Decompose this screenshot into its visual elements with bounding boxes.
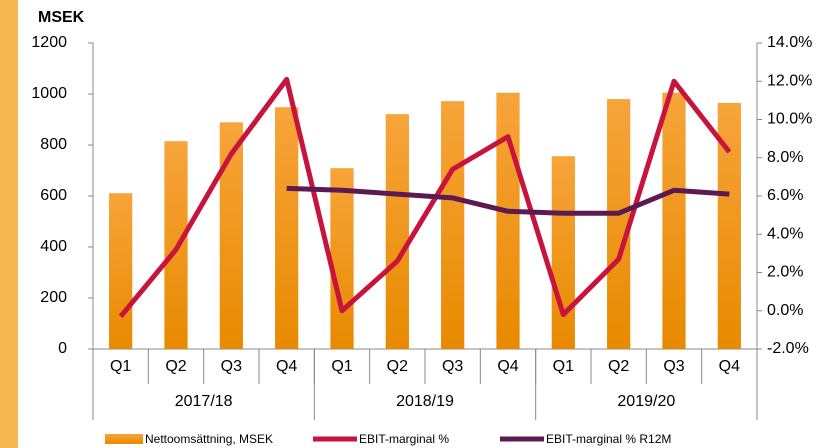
group-label: 2017/18 bbox=[175, 393, 233, 410]
x-tick-label: Q1 bbox=[553, 358, 574, 375]
y-tick-label: 200 bbox=[40, 289, 67, 306]
x-tick-label: Q4 bbox=[719, 358, 740, 375]
line bbox=[118, 76, 732, 319]
x-tick-label: Q3 bbox=[221, 358, 242, 375]
legend-label: EBIT-marginal % bbox=[359, 432, 449, 446]
y-tick-label: 0 bbox=[58, 340, 67, 357]
x-tick-label: Q2 bbox=[608, 358, 629, 375]
x-tick-label: Q4 bbox=[497, 358, 518, 375]
group-label: 2019/20 bbox=[617, 393, 675, 410]
bar bbox=[607, 99, 631, 349]
y-tick-label: 400 bbox=[40, 238, 67, 255]
x-tick-label: Q3 bbox=[442, 358, 463, 375]
y-tick-label: 600 bbox=[40, 187, 67, 204]
x-tick-label: Q1 bbox=[331, 358, 352, 375]
y-tick-label: 1200 bbox=[31, 34, 67, 51]
x-tick-label: Q2 bbox=[165, 358, 186, 375]
bar bbox=[219, 122, 243, 350]
bar bbox=[385, 114, 409, 350]
y2-tick-label: 0.0% bbox=[767, 302, 803, 319]
y2-tick-label: 4.0% bbox=[767, 225, 803, 242]
legend-swatch bbox=[105, 434, 143, 444]
bar bbox=[109, 193, 133, 349]
chart-title: MSEK bbox=[38, 9, 85, 26]
y2-tick-label: 6.0% bbox=[767, 187, 803, 204]
bar bbox=[717, 102, 741, 349]
y2-tick-label: 8.0% bbox=[767, 149, 803, 166]
x-tick-label: Q1 bbox=[110, 358, 131, 375]
bar bbox=[275, 107, 299, 349]
bar bbox=[496, 92, 520, 349]
y2-tick-label: 10.0% bbox=[767, 111, 812, 128]
y2-tick-label: 2.0% bbox=[767, 264, 803, 281]
bar bbox=[330, 168, 354, 349]
bar bbox=[662, 92, 686, 349]
x-tick-label: Q3 bbox=[663, 358, 684, 375]
x-tick-label: Q2 bbox=[387, 358, 408, 375]
line bbox=[286, 185, 730, 216]
side-strip bbox=[0, 0, 18, 448]
x-tick-label: Q4 bbox=[276, 358, 297, 375]
legend-label: Nettoomsättning, MSEK bbox=[145, 432, 273, 446]
bar bbox=[551, 156, 575, 349]
legend-label: EBIT-marginal % R12M bbox=[546, 432, 671, 446]
y-tick-label: 1000 bbox=[31, 85, 67, 102]
y2-tick-label: 14.0% bbox=[767, 34, 812, 51]
bar bbox=[441, 101, 465, 349]
y2-tick-label: 12.0% bbox=[767, 72, 812, 89]
y-tick-label: 800 bbox=[40, 136, 67, 153]
group-label: 2018/19 bbox=[396, 393, 454, 410]
y2-tick-label: -2.0% bbox=[767, 340, 809, 357]
